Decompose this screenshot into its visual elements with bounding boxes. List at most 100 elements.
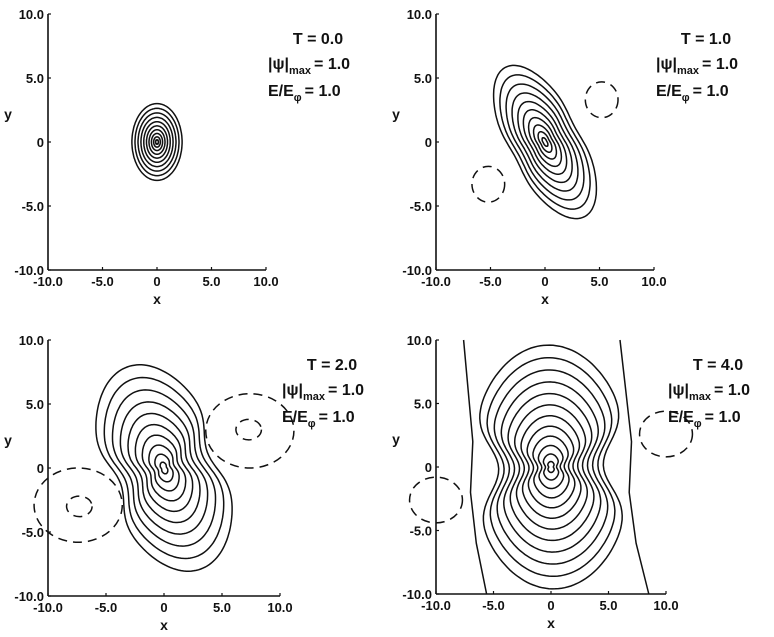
contour-line-9 — [499, 74, 591, 210]
x-tick-label: 0 — [153, 274, 160, 289]
contour-line-3 — [148, 444, 180, 492]
x-tick-label: 10.0 — [267, 600, 292, 615]
y-axis-label: y — [4, 106, 12, 122]
negative-contour-2 — [33, 467, 123, 543]
x-tick-label: 10.0 — [653, 598, 678, 613]
x-tick-label: -5.0 — [95, 600, 117, 615]
negative-contour-1 — [471, 165, 506, 203]
y-tick-label: 0 — [425, 135, 432, 150]
contour-line-11 — [486, 356, 616, 578]
contour-line-3 — [537, 444, 565, 490]
y-tick-label: -10.0 — [402, 587, 432, 602]
x-tick-label: 10.0 — [253, 274, 278, 289]
contour-line-2 — [152, 136, 162, 148]
y-tick-label: -5.0 — [410, 199, 432, 214]
chart-panel-2: -10.0 -5.0 0 5.0 10.0 10.0 5.0 0 -5.0 -10.0 x y T = … — [4, 333, 364, 633]
contour-line-2 — [154, 453, 174, 483]
contour-line-5 — [145, 125, 169, 159]
contour-line-3 — [150, 132, 164, 152]
time-annotation: T = 0.0 — [293, 31, 343, 48]
y-axis-label: y — [4, 432, 12, 448]
y-axis-label: y — [392, 106, 400, 122]
contour-line-6 — [517, 100, 573, 184]
psi-max-annotation: |ψ|max = 1.0 — [656, 56, 738, 77]
contour-line-10 — [493, 369, 609, 565]
y-tick-label: 0 — [425, 460, 432, 475]
x-tick-label: 0 — [547, 598, 554, 613]
negative-contour-0 — [205, 393, 295, 469]
contour-line-9 — [134, 107, 180, 177]
y-tick-label: 5.0 — [414, 71, 432, 86]
y-tick-label: -10.0 — [402, 263, 432, 278]
x-tick-label: 5.0 — [599, 598, 617, 613]
negative-contour-0 — [638, 410, 694, 458]
x-tick-label: 0 — [160, 600, 167, 615]
energy-ratio-annotation: E/Eφ = 1.0 — [268, 83, 341, 104]
chart-panel-1: -10.0 -5.0 0 5.0 10.0 10.0 5.0 0 -5.0 -10.0 x y T = … — [392, 7, 738, 307]
contour-line-5 — [522, 109, 568, 175]
contour-line-8 — [111, 389, 217, 547]
y-tick-label: 10.0 — [19, 7, 44, 22]
contour-line-4 — [141, 434, 187, 502]
x-tick-label: -10.0 — [421, 598, 451, 613]
y-tick-label: 10.0 — [19, 333, 44, 348]
contour-line-1 — [541, 136, 549, 148]
contour-line-10 — [131, 102, 183, 182]
chart-panel-0: -10.0 -5.0 0 5.0 10.0 10.0 5.0 0 -5.0 -10.0 x y T = … — [4, 7, 350, 307]
x-tick-label: 10.0 — [641, 274, 666, 289]
psi-max-annotation: |ψ|max = 1.0 — [268, 56, 350, 77]
contour-line-9 — [103, 376, 225, 560]
contour-line-9 — [500, 381, 602, 553]
time-annotation: T = 1.0 — [681, 31, 731, 48]
contour-line-6 — [127, 412, 201, 524]
x-axis-label: x — [541, 291, 549, 307]
x-tick-label: -5.0 — [482, 598, 504, 613]
contour-line-7 — [513, 404, 589, 530]
outer-contour-0 — [619, 339, 650, 595]
contour-line-2 — [537, 131, 553, 153]
energy-ratio-annotation: E/Eφ = 1.0 — [282, 409, 355, 430]
energy-ratio-annotation: E/Eφ = 1.0 — [668, 409, 741, 430]
negative-contour-3 — [65, 495, 93, 518]
x-tick-label: 5.0 — [213, 600, 231, 615]
contour-line-10 — [492, 64, 598, 220]
contour-line-8 — [505, 83, 585, 201]
x-tick-label: -5.0 — [479, 274, 501, 289]
contour-line-10 — [95, 364, 233, 572]
x-tick-label: -10.0 — [421, 274, 451, 289]
y-tick-label: -5.0 — [22, 525, 44, 540]
negative-contour-1 — [408, 476, 464, 524]
x-tick-label: 5.0 — [202, 274, 220, 289]
contour-line-4 — [527, 116, 563, 168]
contour-line-6 — [143, 120, 171, 164]
y-tick-label: 0 — [37, 135, 44, 150]
contour-line-8 — [507, 392, 595, 542]
y-tick-label: 5.0 — [26, 397, 44, 412]
contour-line-4 — [532, 435, 570, 499]
contour-line-3 — [532, 124, 558, 160]
contour-line-7 — [140, 116, 174, 168]
energy-ratio-annotation: E/Eφ = 1.0 — [656, 83, 729, 104]
x-tick-label: -10.0 — [33, 600, 63, 615]
time-annotation: T = 2.0 — [307, 357, 357, 374]
y-tick-label: 10.0 — [407, 7, 432, 22]
y-tick-label: -5.0 — [22, 199, 44, 214]
x-tick-label: -10.0 — [33, 274, 63, 289]
contour-line-5 — [134, 423, 194, 513]
negative-contour-1 — [235, 418, 263, 441]
negative-contour-0 — [584, 81, 619, 119]
outer-contour-1 — [462, 339, 488, 595]
contour-line-8 — [137, 112, 177, 172]
time-annotation: T = 4.0 — [693, 357, 743, 374]
x-axis-label: x — [153, 291, 161, 307]
contour-line-7 — [511, 92, 579, 192]
contour-line-4 — [148, 129, 166, 155]
x-axis-label: x — [547, 615, 555, 631]
x-tick-label: 5.0 — [590, 274, 608, 289]
psi-max-annotation: |ψ|max = 1.0 — [282, 382, 364, 403]
chart-panel-3: -10.0 -5.0 0 5.0 10.0 10.0 5.0 0 -5.0 -10.0 x y T = … — [392, 333, 750, 631]
contour-line-6 — [520, 415, 582, 519]
x-axis-label: x — [160, 617, 168, 633]
y-tick-label: 5.0 — [414, 397, 432, 412]
